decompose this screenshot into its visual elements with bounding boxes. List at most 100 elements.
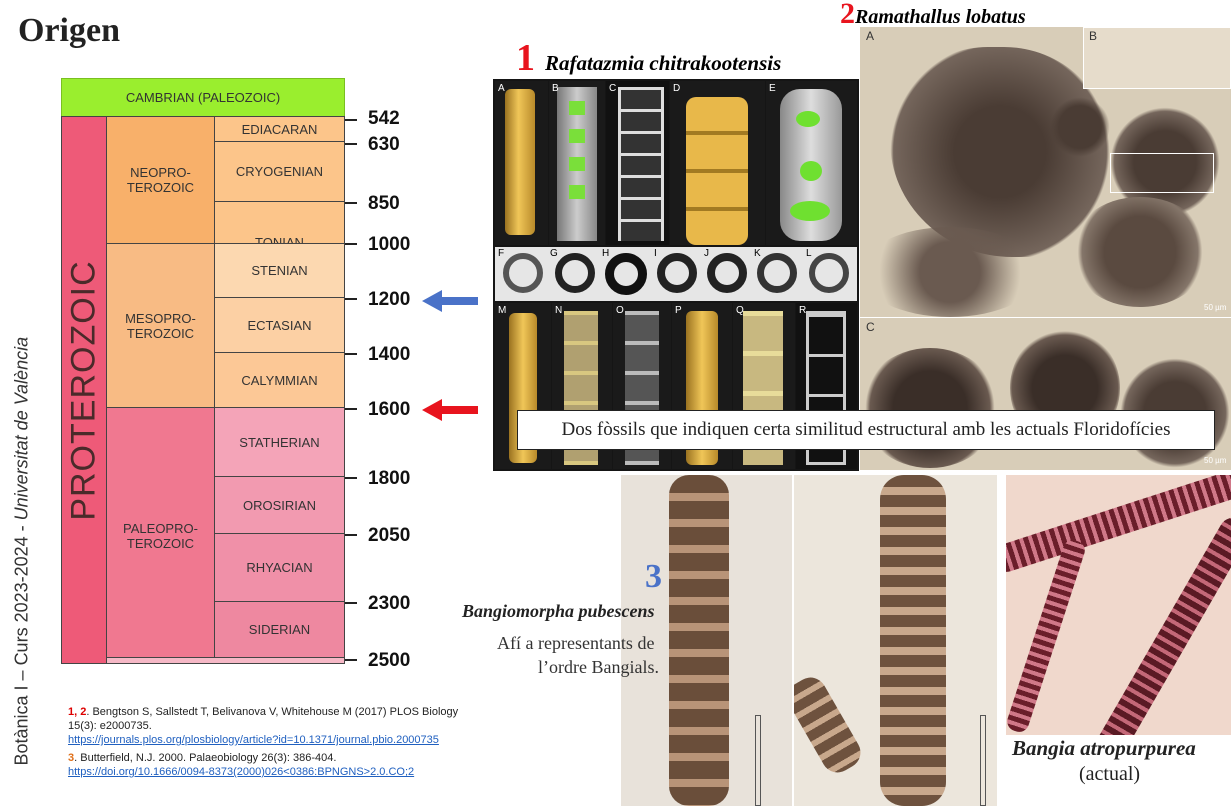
references: 1, 2. Bengtson S, Sallstedt T, Belivanov… — [68, 705, 468, 779]
fossil1-name: Rafatazmia chitrakootensis — [545, 51, 782, 75]
fossil2-photo-top: A B 50 µm — [860, 27, 1231, 317]
period-label: OROSIRIAN — [243, 497, 316, 513]
panel-letter: F — [498, 248, 505, 259]
period-label: STENIAN — [251, 263, 308, 278]
panel-c: C — [606, 81, 669, 245]
period-statherian: STATHERIAN — [214, 407, 345, 477]
fossil3-number: 3 — [645, 558, 662, 595]
reference-1: 1, 2. Bengtson S, Sallstedt T, Belivanov… — [68, 705, 468, 747]
age-tick — [345, 119, 357, 121]
scale-text: 50 µm — [1204, 303, 1227, 312]
panel-letter: H — [602, 248, 610, 259]
fossil1-heading: 1 Rafatazmia chitrakootensis — [516, 36, 781, 80]
red-arrow-icon — [422, 399, 478, 421]
age-tick — [345, 202, 357, 204]
age-label: 1400 — [368, 344, 411, 365]
period-label: TONIAN — [255, 195, 304, 250]
reference-2-text: . Butterfield, N.J. 2000. Palaeobiology … — [74, 752, 337, 764]
age-tick — [345, 602, 357, 604]
side-credit-institution: Universitat de València — [11, 336, 32, 521]
panel-letter: C — [866, 320, 875, 334]
panel-letter: C — [609, 83, 617, 94]
fossil2-number: 2 — [840, 0, 855, 30]
reference-1-link[interactable]: https://journals.plos.org/plosbiology/ar… — [68, 734, 439, 746]
period-siderian: SIDERIAN — [214, 601, 345, 658]
proterozoic-band: PROTEROZOIC — [61, 116, 107, 664]
panel-letter: E — [769, 83, 776, 94]
proterozoic-label: PROTEROZOIC — [64, 259, 103, 521]
fossil2-name: Ramathallus lobatus — [855, 6, 1026, 28]
age-label: 1600 — [368, 399, 411, 420]
period-label: CRYOGENIAN — [235, 164, 324, 179]
age-label: 850 — [368, 193, 400, 214]
reference-2: 3. Butterfield, N.J. 2000. Palaeobiology… — [68, 751, 468, 779]
era-label-paleo: PALEOPRO- TEROZOIC — [123, 520, 198, 551]
panel-letter: O — [616, 305, 624, 316]
age-tick — [345, 243, 357, 245]
cambrian-label: CAMBRIAN (PALEOZOIC) — [125, 90, 281, 105]
age-tick — [345, 143, 357, 145]
age-label: 1800 — [368, 468, 411, 489]
scale-text: 50 µm — [1204, 456, 1227, 465]
period-label: STATHERIAN — [239, 434, 320, 450]
age-label: 542 — [368, 108, 400, 129]
panel-letter: N — [555, 305, 563, 316]
era-neoproterozoic: NEOPRO- TEROZOIC — [106, 116, 215, 244]
age-label: 2500 — [368, 650, 411, 671]
panel-letter: I — [654, 248, 657, 259]
age-tick — [345, 659, 357, 661]
cross-section-row: F G H I J K L — [495, 247, 857, 301]
caption-text: Dos fòssils que indiquen certa similitud… — [561, 419, 1171, 440]
fossil2-heading: 2Ramathallus lobatus — [840, 0, 1026, 31]
period-label: SIDERIAN — [248, 622, 311, 637]
panel-a: A — [495, 81, 548, 245]
bangiomorpha-photo-right — [794, 475, 997, 806]
age-tick — [345, 298, 357, 300]
panel-b: B — [549, 81, 605, 245]
panel-letter: Q — [736, 305, 744, 316]
caption-box: Dos fòssils que indiquen certa similitud… — [517, 410, 1215, 450]
fossil1-number: 1 — [516, 37, 535, 79]
panel-letter: B — [552, 83, 559, 94]
period-ediacaran: EDIACARAN — [214, 116, 345, 142]
age-label: 630 — [368, 134, 400, 155]
era-label-neo: NEOPRO- TEROZOIC — [126, 165, 195, 195]
reference-2-link[interactable]: https://doi.org/10.1666/0094-8373(2000)0… — [68, 766, 415, 778]
period-cryogenian: CRYOGENIAN — [214, 141, 345, 202]
bangia-photo — [1006, 475, 1231, 735]
panel-letter: D — [673, 83, 681, 94]
blue-arrow-icon — [422, 290, 478, 312]
era-label-meso: MESOPRO- TEROZOIC — [125, 310, 196, 341]
side-credit: Botànica I – Curs 2023-2024 - Universita… — [11, 337, 33, 766]
archean-strip — [106, 657, 345, 664]
panel-letter: R — [799, 305, 807, 316]
page-title: Origen — [18, 12, 120, 49]
reference-1-numbers: 1, 2 — [68, 706, 87, 718]
panel-letter: P — [675, 305, 682, 316]
side-credit-text: Botànica I – Curs 2023-2024 - — [11, 520, 32, 766]
panel-letter: K — [754, 248, 761, 259]
period-label: EDIACARAN — [241, 121, 318, 137]
bangiomorpha-photo-left — [621, 475, 792, 806]
modern-note: (actual) — [1079, 763, 1141, 785]
age-label: 2050 — [368, 525, 411, 546]
panel-e: E — [766, 81, 857, 245]
reference-1-text: . Bengtson S, Sallstedt T, Belivanova V,… — [68, 706, 459, 732]
panel-letter: L — [806, 248, 812, 259]
modern-species-name: Bangia atropurpurea — [1012, 736, 1196, 760]
panel-letter: J — [704, 248, 709, 259]
panel-letter: G — [550, 248, 558, 259]
fossil3-name: Bangiomorpha pubescens — [462, 601, 655, 621]
cambrian-band: CAMBRIAN (PALEOZOIC) — [61, 78, 345, 117]
reference-2-number: 3 — [68, 752, 75, 764]
period-label: RHYACIAN — [246, 560, 313, 575]
panel-letter: A — [866, 29, 875, 43]
period-orosirian: OROSIRIAN — [214, 476, 345, 534]
age-tick — [345, 408, 357, 410]
age-label: 1200 — [368, 289, 411, 310]
period-stenian: STENIAN — [214, 243, 345, 298]
panel-letter: M — [498, 305, 507, 316]
period-label: ECTASIAN — [247, 317, 312, 333]
period-calymmian: CALYMMIAN — [214, 352, 345, 408]
era-mesoproterozoic: MESOPRO- TEROZOIC — [106, 243, 215, 408]
